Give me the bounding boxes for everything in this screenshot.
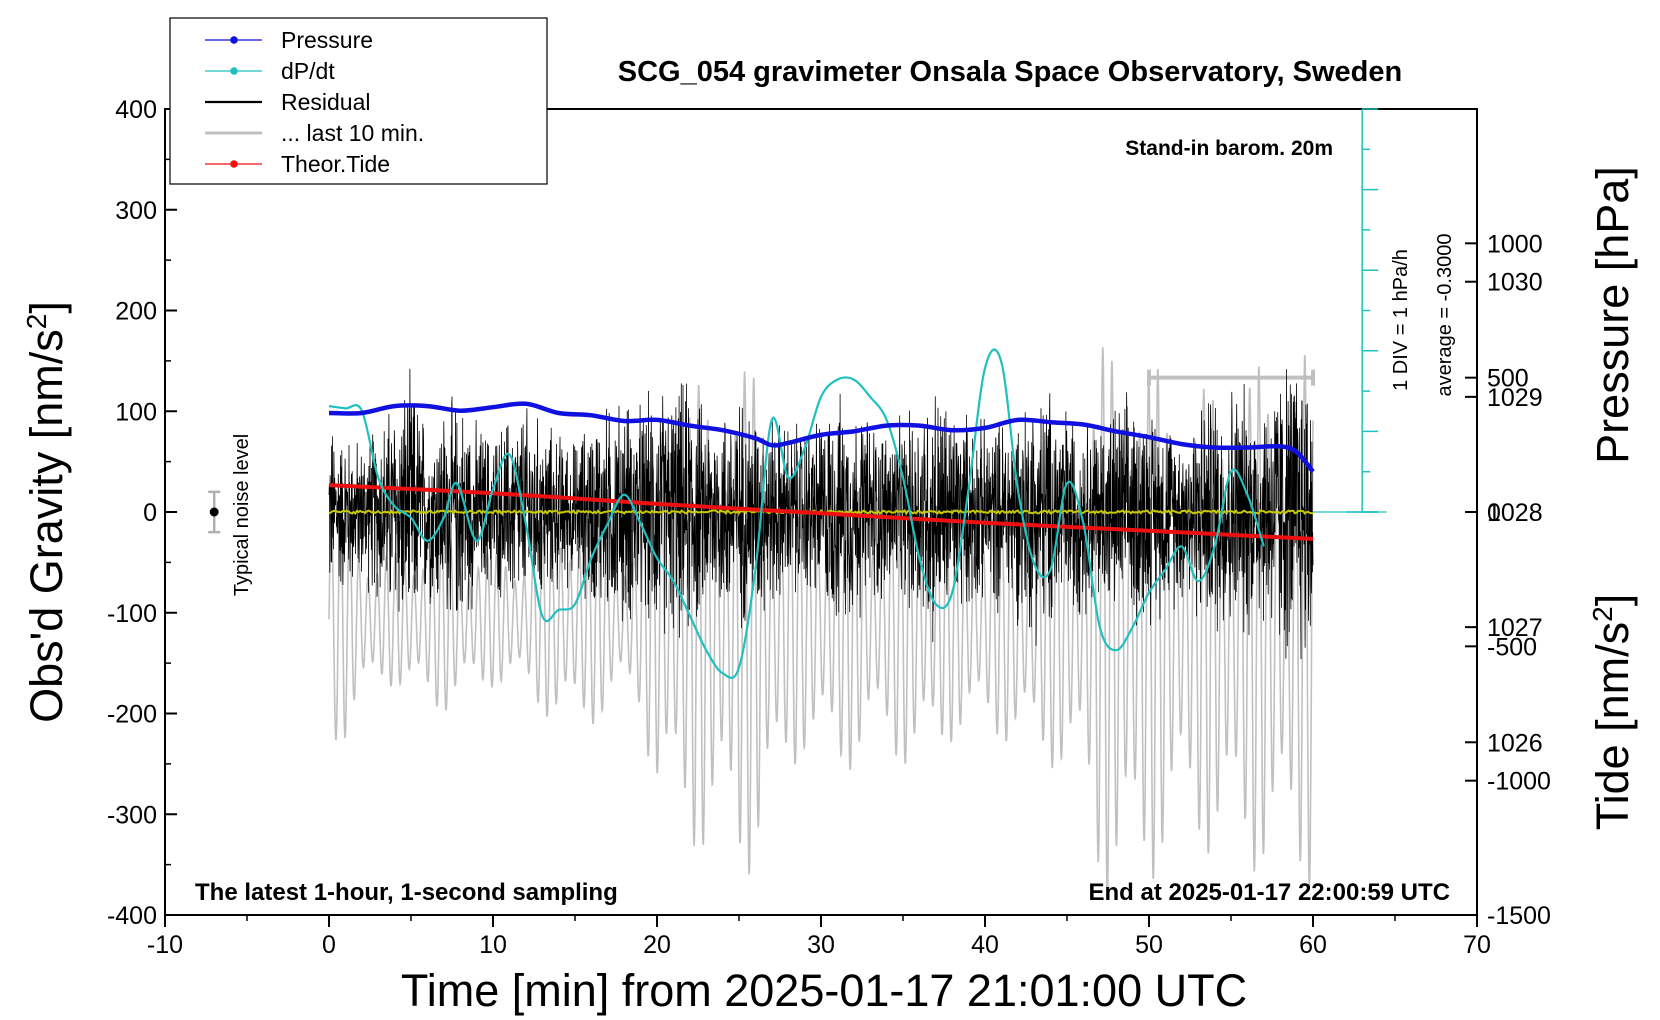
legend-label: ... last 10 min. <box>281 120 424 146</box>
plot-series <box>208 347 1387 896</box>
time-tick-label: -10 <box>147 931 183 959</box>
legend-label: Residual <box>281 89 371 115</box>
residual-lowpass-series <box>328 508 1314 516</box>
time-tick-label: 0 <box>322 931 336 959</box>
gravity-tick-label: -300 <box>107 801 157 829</box>
pressure-axis-ticks: 1026 1027 1028 1029 1030 <box>1465 269 1543 757</box>
tide-axis-ticks: -1500 -1000 -500 0 500 1000 <box>1465 230 1551 930</box>
legend-entries: Pressure dP/dt Residual ... last 10 min. The… <box>205 27 424 177</box>
pressure-tick-label: 1029 <box>1487 384 1543 412</box>
tide-axis-label-sup: 2 <box>1587 606 1618 622</box>
tide-tick-label: 1000 <box>1487 230 1543 258</box>
legend: Pressure dP/dt Residual ... last 10 min. The… <box>169 17 548 185</box>
tide-tick-label: -1500 <box>1487 902 1551 930</box>
noise-bar-dot <box>209 507 219 517</box>
time-tick-label: 60 <box>1299 931 1327 959</box>
tide-axis-label: Tide [nm/s2] <box>1587 594 1638 830</box>
legend-label: Theor.Tide <box>281 151 390 177</box>
time-tick-label: 30 <box>807 931 835 959</box>
bottom-left-note: The latest 1-hour, 1-second sampling <box>195 879 618 906</box>
gravity-tick-label: 0 <box>143 499 157 527</box>
barometer-note: Stand-in barom. 20m <box>1125 137 1333 160</box>
legend-swatch-marker <box>230 36 238 44</box>
pressure-tick-label: 1027 <box>1487 614 1543 642</box>
legend-label: Pressure <box>281 27 373 53</box>
gravity-tick-label: 400 <box>115 96 157 124</box>
pressure-series <box>328 401 1315 474</box>
pressure-tick-label: 1030 <box>1487 269 1543 297</box>
pressure-tick-label: 1026 <box>1487 729 1543 757</box>
legend-label: dP/dt <box>281 58 335 84</box>
time-tick-label: 40 <box>971 931 999 959</box>
legend-swatch-marker <box>230 160 238 168</box>
tide-tick-label: -1000 <box>1487 768 1551 796</box>
tide-axis-label-main: Tide [nm/s <box>1587 622 1638 830</box>
noise-label: Typical noise level <box>231 434 253 596</box>
residual-series <box>328 368 1314 660</box>
div-note: 1 DIV = 1 hPa/h <box>1390 249 1412 391</box>
tide-tick-label: 500 <box>1487 365 1529 393</box>
time-tick-label: 50 <box>1135 931 1163 959</box>
gravity-tick-label: 200 <box>115 298 157 326</box>
gravity-tick-label: 100 <box>115 398 157 426</box>
left-axis-label-main: Obs'd Gravity [nm/s <box>21 329 72 723</box>
gravity-tick-label: -200 <box>107 701 157 729</box>
gravity-tick-label: -100 <box>107 600 157 628</box>
time-tick-label: 70 <box>1463 931 1491 959</box>
chart-title: SCG_054 gravimeter Onsala Space Observat… <box>618 56 1402 88</box>
average-note: average = -0.3000 <box>1434 234 1456 397</box>
time-tick-label: 20 <box>643 931 671 959</box>
theor-tide-series <box>328 483 1314 541</box>
left-axis-label-sup: 2 <box>21 314 52 330</box>
gravity-tick-label: 300 <box>115 197 157 225</box>
x-axis-ticks: -10 0 10 20 30 40 50 60 70 <box>147 915 1491 959</box>
pressure-tick-label: 1028 <box>1487 499 1543 527</box>
bottom-right-note: End at 2025-01-17 22:00:59 UTC <box>1089 879 1451 906</box>
left-axis-label-end: ] <box>21 301 72 314</box>
dpdt-series <box>328 348 1265 679</box>
tide-tick-label: -500 <box>1487 633 1537 661</box>
left-axis-label: Obs'd Gravity [nm/s2] <box>21 301 72 723</box>
left-axis-ticks: -400 -300 -200 -100 0 100 200 300 400 <box>107 96 177 930</box>
tide-tick-label: 0 <box>1487 499 1501 527</box>
x-axis-label: Time [min] from 2025-01-17 21:01:00 UTC <box>401 965 1247 1016</box>
time-tick-label: 10 <box>479 931 507 959</box>
legend-swatch-marker <box>230 67 238 75</box>
tide-axis-label-end: ] <box>1587 594 1638 607</box>
pressure-axis-label: Pressure [hPa] <box>1587 166 1638 464</box>
gravity-tick-label: -400 <box>107 902 157 930</box>
